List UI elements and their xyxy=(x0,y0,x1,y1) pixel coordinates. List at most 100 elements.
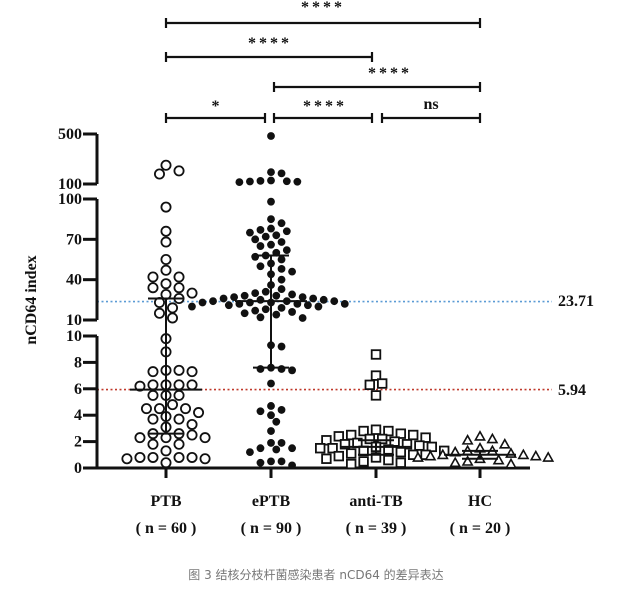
data-point-antitb xyxy=(383,454,394,466)
significance-brackets: **** **** **** * **** ns xyxy=(164,0,482,123)
data-point-antitb xyxy=(364,379,376,391)
data-point-eptb xyxy=(277,457,286,466)
data-point-ptb xyxy=(147,282,159,294)
data-point-eptb xyxy=(267,427,275,435)
data-point-eptb xyxy=(340,299,349,308)
data-point-eptb xyxy=(246,448,254,457)
data-point-eptb xyxy=(288,461,296,470)
data-point-antitb xyxy=(358,425,369,437)
category-label-antitb: anti-TB xyxy=(349,493,403,510)
data-point-eptb xyxy=(256,226,265,234)
data-point-ptb xyxy=(167,302,179,314)
data-point-hc xyxy=(505,457,517,469)
data-point-ptb xyxy=(173,413,185,425)
y-tick-label: 70 xyxy=(66,231,82,248)
y-tick-label: 8 xyxy=(74,354,82,371)
sig-label-ptb-hc: **** xyxy=(301,0,345,16)
data-point-eptb xyxy=(309,294,318,303)
data-point-ptb xyxy=(173,389,185,401)
data-point-hc xyxy=(486,432,499,444)
data-point-hc xyxy=(474,430,486,441)
y-tick-label: 2 xyxy=(74,434,82,451)
data-point-eptb xyxy=(267,215,275,224)
data-point-eptb xyxy=(282,246,291,254)
y-tick-label: 500 xyxy=(58,126,82,143)
data-point-eptb xyxy=(277,365,286,373)
data-point-ptb xyxy=(173,364,185,376)
data-point-eptb xyxy=(235,178,244,187)
sig-label-antitb-hc: ns xyxy=(423,96,438,113)
data-point-eptb xyxy=(261,232,270,241)
data-point-eptb xyxy=(288,366,296,375)
count-label-hc: ( n = 20 ) xyxy=(450,520,511,537)
data-point-eptb xyxy=(256,242,265,250)
data-point-ptb xyxy=(147,451,159,463)
data-point-antitb xyxy=(333,450,345,462)
data-point-eptb xyxy=(277,439,286,447)
data-point-hc xyxy=(424,449,437,461)
data-point-ptb xyxy=(140,403,152,415)
data-point-eptb xyxy=(240,291,249,300)
data-point-eptb xyxy=(256,313,265,322)
data-point-eptb xyxy=(246,177,254,186)
ref-label-lower: 5.94 xyxy=(558,382,586,399)
data-point-antitb xyxy=(370,349,382,360)
data-point-ptb xyxy=(134,451,146,463)
data-point-eptb xyxy=(267,457,275,466)
data-point-ptb xyxy=(160,457,172,469)
data-point-ptb xyxy=(147,366,159,378)
data-point-eptb xyxy=(256,444,265,453)
data-point-eptb xyxy=(288,444,296,453)
data-point-eptb xyxy=(272,445,281,454)
data-point-antitb xyxy=(414,440,425,451)
count-label-antitb: ( n = 39 ) xyxy=(346,520,407,537)
data-point-antitb xyxy=(395,457,407,468)
data-point-eptb xyxy=(267,197,275,206)
data-point-eptb xyxy=(246,298,254,307)
data-point-hc xyxy=(461,434,474,445)
data-point-ptb xyxy=(173,271,185,283)
data-point-eptb xyxy=(261,287,270,296)
data-points xyxy=(121,132,555,470)
data-point-ptb xyxy=(147,438,159,450)
data-point-ptb xyxy=(147,389,159,401)
data-point-ptb xyxy=(173,379,185,391)
data-point-eptb xyxy=(298,293,307,302)
data-point-hc xyxy=(517,448,530,460)
data-point-antitb xyxy=(370,424,382,435)
data-point-ptb xyxy=(153,168,165,180)
data-point-ptb xyxy=(180,403,192,415)
reference-lines: 23.71 5.94 xyxy=(97,293,594,399)
data-point-ptb xyxy=(173,438,185,450)
data-point-eptb xyxy=(251,306,260,315)
data-point-antitb xyxy=(420,432,431,443)
data-point-hc xyxy=(498,438,511,449)
data-point-hc xyxy=(529,449,542,461)
data-point-ptb xyxy=(199,432,211,444)
data-point-eptb xyxy=(251,289,260,298)
data-point-eptb xyxy=(246,228,254,237)
data-point-ptb xyxy=(167,312,179,324)
data-point-hc xyxy=(542,451,555,462)
data-point-eptb xyxy=(267,168,275,177)
sig-label-eptb-antitb: **** xyxy=(303,98,347,115)
ref-label-upper: 23.71 xyxy=(558,293,594,310)
data-point-eptb xyxy=(277,285,286,293)
data-point-ptb xyxy=(173,451,185,463)
data-point-antitb xyxy=(395,428,407,439)
data-point-eptb xyxy=(282,227,291,236)
data-point-eptb xyxy=(277,169,286,178)
data-point-eptb xyxy=(277,255,286,264)
data-point-eptb xyxy=(188,302,196,311)
y-tick-label: 100 xyxy=(58,191,82,208)
data-point-eptb xyxy=(256,458,265,467)
y-tick-label: 6 xyxy=(74,381,82,398)
data-point-eptb xyxy=(256,176,265,185)
data-point-eptb xyxy=(277,406,286,414)
data-point-eptb xyxy=(277,219,286,228)
data-point-eptb xyxy=(282,177,291,186)
data-point-eptb xyxy=(288,290,296,299)
data-point-eptb xyxy=(261,305,270,314)
data-point-antitb xyxy=(407,429,419,441)
